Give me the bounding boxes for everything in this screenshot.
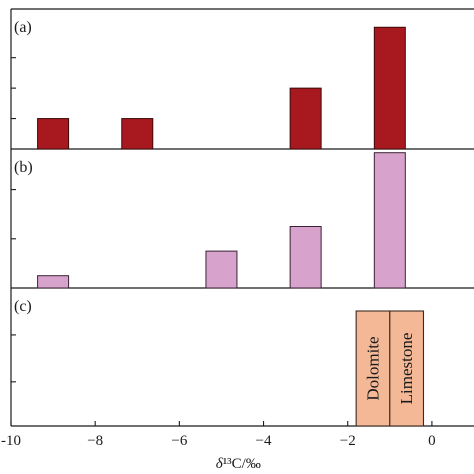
x-tick-label: −4 bbox=[256, 433, 272, 449]
bar bbox=[373, 152, 406, 289]
x-tick-label: 0 bbox=[428, 433, 436, 449]
bar bbox=[121, 118, 154, 150]
range-bar-label: Limestone bbox=[397, 333, 416, 405]
panel-c: (c) Dolomite Limestone bbox=[10, 288, 474, 427]
bar bbox=[373, 26, 406, 150]
x-tick-label: -10 bbox=[1, 433, 21, 449]
x-tick-label: −2 bbox=[340, 433, 356, 449]
panel-a: (a) bbox=[10, 8, 474, 150]
range-bar bbox=[389, 310, 425, 427]
x-axis-label: δ¹³C/‰ bbox=[216, 456, 261, 472]
x-tick-label: −8 bbox=[87, 433, 103, 449]
bar bbox=[37, 275, 70, 289]
x-axis: -10 −8 −6 −4 −2 0 δ¹³C/‰ bbox=[1, 421, 436, 472]
x-tick-label: −6 bbox=[171, 433, 187, 449]
range-bar-label: Dolomite bbox=[363, 336, 382, 400]
panel-label: (b) bbox=[14, 159, 33, 176]
bar bbox=[37, 118, 70, 150]
panel-b: (b) bbox=[10, 149, 474, 289]
bar bbox=[289, 87, 322, 150]
bar bbox=[289, 225, 322, 289]
panel-label: (c) bbox=[14, 298, 32, 315]
bar bbox=[205, 250, 238, 289]
panel-label: (a) bbox=[14, 19, 32, 36]
